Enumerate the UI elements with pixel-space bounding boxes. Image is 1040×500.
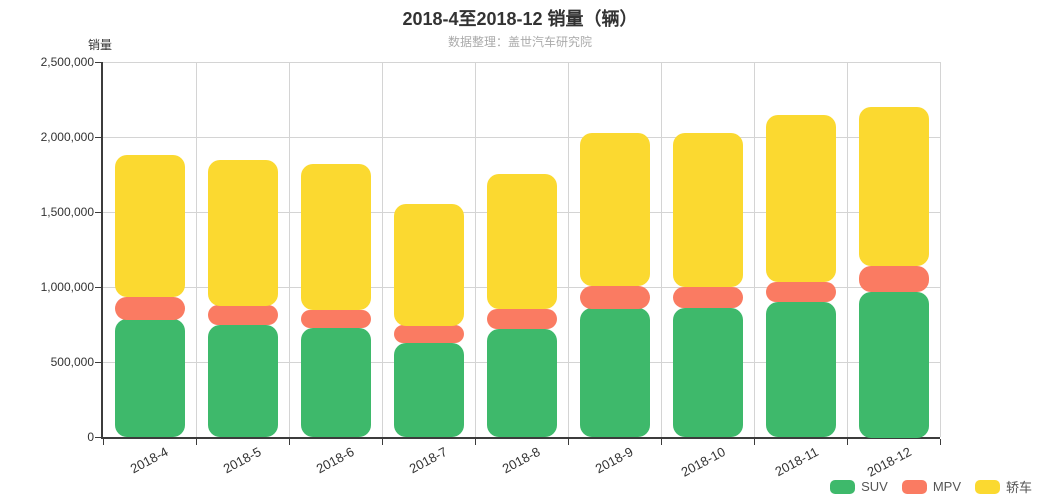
gridline-vertical: [940, 62, 941, 437]
gridline-horizontal: [103, 137, 940, 138]
legend-swatch-icon: [974, 479, 1000, 494]
x-axis-tick: [847, 439, 848, 445]
y-axis-label: 2,000,000: [40, 130, 94, 144]
legend-item-suv[interactable]: SUV: [830, 479, 888, 494]
gridline-vertical: [661, 62, 662, 437]
legend-label: 轿车: [1005, 480, 1032, 495]
bar-segment-sedan[interactable]: [487, 174, 557, 309]
bar-segment-mpv[interactable]: [673, 287, 743, 308]
bar-segment-suv[interactable]: [580, 308, 650, 437]
x-axis-tick: [475, 439, 476, 445]
chart-title: 2018-4至2018-12 销量（辆）: [402, 9, 638, 29]
bar-segment-sedan[interactable]: [673, 133, 743, 287]
gridline-vertical: [568, 62, 569, 437]
x-axis-label: 2018-7: [406, 444, 450, 477]
x-axis-label: 2018-9: [592, 444, 636, 477]
gridline-horizontal: [103, 62, 940, 63]
x-axis-tick: [196, 439, 197, 445]
gridline-vertical: [289, 62, 290, 437]
x-axis-tick: [940, 439, 941, 445]
x-axis-tick: [661, 439, 662, 445]
y-axis-tick: [95, 137, 101, 138]
chart-subtitle: 数据整理：盖世汽车研究院: [447, 35, 592, 49]
y-axis-tick: [95, 362, 101, 363]
bar-segment-mpv[interactable]: [208, 305, 278, 325]
legend-swatch-icon: [901, 479, 927, 494]
bar-segment-sedan[interactable]: [208, 160, 278, 306]
x-axis-tick: [754, 439, 755, 445]
bar-segment-suv[interactable]: [301, 328, 371, 437]
bar-segment-suv[interactable]: [766, 302, 836, 437]
y-axis-label: 1,500,000: [40, 205, 94, 219]
bar-segment-sedan[interactable]: [115, 155, 185, 297]
bar-segment-suv[interactable]: [673, 308, 743, 437]
bar-segment-sedan[interactable]: [301, 164, 371, 310]
bar-segment-mpv[interactable]: [766, 282, 836, 302]
y-axis-label: 500,000: [50, 355, 94, 369]
legend-label: SUV: [861, 479, 888, 494]
x-axis-label: 2018-10: [678, 444, 729, 480]
bar-segment-sedan[interactable]: [766, 115, 836, 282]
x-axis-label: 2018-11: [772, 444, 822, 480]
bar-segment-mpv[interactable]: [859, 266, 929, 292]
y-axis-line: [101, 62, 103, 439]
x-axis-label: 2018-5: [220, 444, 264, 477]
bar-segment-mpv[interactable]: [301, 310, 371, 328]
gridline-vertical: [475, 62, 476, 437]
bar-segment-mpv[interactable]: [394, 325, 464, 343]
x-axis-label: 2018-4: [127, 444, 171, 477]
gridline-vertical: [196, 62, 197, 437]
bar-segment-suv[interactable]: [859, 292, 929, 438]
x-axis-tick: [382, 439, 383, 445]
y-axis-label: 0: [87, 430, 94, 444]
y-axis-label: 1,000,000: [40, 280, 94, 294]
bar-segment-mpv[interactable]: [487, 309, 557, 329]
gridline-vertical: [847, 62, 848, 437]
x-axis-label: 2018-6: [313, 444, 357, 477]
chart-legend: SUV MPV 轿车: [830, 477, 1032, 496]
bar-segment-sedan[interactable]: [859, 107, 929, 266]
bar-segment-mpv[interactable]: [580, 286, 650, 309]
bar-segment-suv[interactable]: [487, 329, 557, 437]
x-axis-label: 2018-8: [499, 444, 543, 477]
x-axis-label: 2018-12: [864, 444, 915, 480]
x-axis-tick: [568, 439, 569, 445]
y-axis-label: 2,500,000: [40, 55, 94, 69]
legend-item-sedan[interactable]: 轿车: [974, 477, 1032, 496]
x-axis-tick: [103, 439, 104, 445]
y-axis-tick: [95, 287, 101, 288]
y-axis-name: 销量: [88, 38, 113, 52]
gridline-vertical: [382, 62, 383, 437]
y-axis-tick: [95, 62, 101, 63]
bar-segment-suv[interactable]: [115, 319, 185, 437]
y-axis-tick: [95, 212, 101, 213]
y-axis-tick: [95, 437, 101, 438]
bar-segment-suv[interactable]: [208, 325, 278, 437]
legend-swatch-icon: [830, 479, 856, 494]
bar-segment-mpv[interactable]: [115, 297, 185, 320]
bar-segment-sedan[interactable]: [580, 133, 650, 286]
gridline-vertical: [754, 62, 755, 437]
legend-label: MPV: [932, 479, 961, 494]
bar-segment-suv[interactable]: [394, 343, 464, 437]
legend-item-mpv[interactable]: MPV: [901, 479, 961, 494]
x-axis-tick: [289, 439, 290, 445]
x-axis-line: [101, 437, 940, 439]
bar-segment-sedan[interactable]: [394, 204, 464, 326]
